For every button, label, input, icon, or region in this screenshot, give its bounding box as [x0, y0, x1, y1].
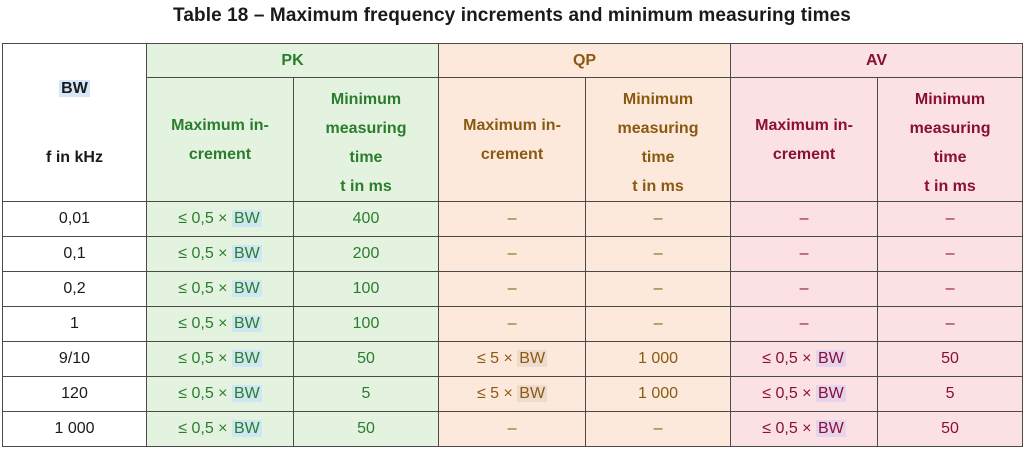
qp-increment-cell: ≤ 5 × BW — [438, 376, 587, 412]
bw-token: BW — [231, 385, 262, 402]
bw-token: BW — [231, 245, 262, 262]
frequency-cell: 1 — [2, 306, 147, 342]
av-time-cell: – — [877, 201, 1024, 237]
table-row: 0,1 ≤ 0,5 × BW 200– – – – — [2, 236, 1024, 272]
table-row: 0,2 ≤ 0,5 × BW 100– – – – — [2, 271, 1024, 307]
pk-increment-header: Maximum in-crement — [146, 77, 294, 202]
bw-token: BW — [517, 385, 548, 402]
qp-increment-cell: ≤ 5 × BW — [438, 341, 587, 377]
qp-increment-cell: – — [438, 201, 587, 237]
frequency-table: BW f in kHz PK QP AV Maximum in-crement … — [2, 43, 1024, 447]
pk-time-cell: 200 — [292, 236, 440, 272]
frequency-cell: 0,2 — [2, 271, 147, 307]
qp-time-cell: – — [585, 306, 732, 342]
frequency-cell: 9/10 — [2, 341, 147, 377]
qp-time-cell: – — [585, 236, 732, 272]
frequency-cell: 120 — [2, 376, 147, 412]
av-increment-label: Maximum in-crement — [755, 116, 853, 163]
av-time-cell: 50 — [877, 411, 1024, 447]
av-increment-header: Maximum in-crement — [730, 77, 879, 202]
av-time-cell: – — [877, 236, 1024, 272]
av-time-label: Minimum measuring time — [909, 90, 991, 166]
frequency-cell: 1 000 — [2, 411, 147, 447]
qp-time-label: Minimum measuring time — [617, 90, 699, 166]
av-increment-cell: – — [730, 306, 879, 342]
pk-increment-cell: ≤ 0,5 × BW — [146, 306, 294, 342]
qp-time-cell: 1 000 — [585, 376, 732, 412]
bw-token: BW — [231, 350, 262, 367]
av-time-cell: 50 — [877, 341, 1024, 377]
av-increment-cell: – — [730, 271, 879, 307]
bw-token: BW — [815, 350, 846, 367]
pk-increment-cell: ≤ 0,5 × BW — [146, 411, 294, 447]
table-body: 0,01 ≤ 0,5 × BW 400– – – –0,1 ≤ 0,5 × BW 200– – –… — [2, 201, 1024, 447]
frequency-cell: 0,01 — [2, 201, 147, 237]
pk-time-cell: 100 — [292, 271, 440, 307]
qp-time-cell: – — [585, 201, 732, 237]
pk-group-header: PK — [145, 43, 440, 78]
qp-increment-header: Maximum in-crement — [438, 77, 587, 202]
pk-time-cell: 50 — [292, 411, 440, 447]
pk-increment-cell: ≤ 0,5 × BW — [146, 201, 294, 237]
bw-token: BW — [815, 385, 846, 402]
bw-token: BW — [231, 280, 262, 297]
qp-time-cell: 1 000 — [585, 341, 732, 377]
av-group-header: AV — [730, 43, 1024, 78]
qp-increment-cell: – — [438, 306, 587, 342]
pk-time-label: Minimum measuring time — [325, 90, 407, 166]
av-time-header: Minimum measuring time t in ms — [877, 77, 1024, 202]
av-increment-cell: ≤ 0,5 × BW — [730, 411, 879, 447]
bw-token: BW — [231, 315, 262, 332]
table-row: 1 ≤ 0,5 × BW 100– – – – — [2, 306, 1024, 342]
pk-time-cell: 5 — [292, 376, 440, 412]
pk-time-cell: 400 — [292, 201, 440, 237]
bw-token: BW — [815, 420, 846, 437]
qp-increment-cell: – — [438, 236, 587, 272]
table-row: 1 000 ≤ 0,5 × BW 50– – ≤ 0,5 × BW 50 — [2, 411, 1024, 447]
av-time-cell: – — [877, 306, 1024, 342]
pk-increment-cell: ≤ 0,5 × BW — [146, 271, 294, 307]
qp-increment-cell: – — [438, 271, 587, 307]
table-row: 120 ≤ 0,5 × BW 5 ≤ 5 × BW 1 000 ≤ 0,5 × BW 5 — [2, 376, 1024, 412]
av-time-unit: t in ms — [924, 177, 976, 195]
pk-time-unit: t in ms — [340, 177, 392, 195]
bw-header: BW f in kHz — [2, 43, 147, 202]
pk-time-cell: 50 — [292, 341, 440, 377]
av-increment-cell: ≤ 0,5 × BW — [730, 376, 879, 412]
bw-token: BW — [231, 210, 262, 227]
bw-token: BW — [231, 420, 262, 437]
qp-time-header: Minimum measuring time t in ms — [585, 77, 732, 202]
pk-time-header: Minimum measuring time t in ms — [292, 77, 440, 202]
bw-unit-label: f in kHz — [46, 148, 103, 166]
qp-time-cell: – — [585, 271, 732, 307]
qp-time-unit: t in ms — [632, 177, 684, 195]
pk-time-cell: 100 — [292, 306, 440, 342]
qp-group-header: QP — [438, 43, 732, 78]
pk-increment-label: Maximum in-crement — [171, 116, 269, 163]
table-row: 0,01 ≤ 0,5 × BW 400– – – – — [2, 201, 1024, 237]
frequency-cell: 0,1 — [2, 236, 147, 272]
bw-token: BW — [517, 350, 548, 367]
pk-increment-cell: ≤ 0,5 × BW — [146, 376, 294, 412]
qp-increment-label: Maximum in-crement — [463, 116, 561, 163]
av-increment-cell: – — [730, 201, 879, 237]
table-title: Table 18 – Maximum frequency increments … — [173, 5, 851, 26]
bw-label: BW — [59, 79, 90, 97]
pk-increment-cell: ≤ 0,5 × BW — [146, 236, 294, 272]
table-row: 9/10 ≤ 0,5 × BW 50 ≤ 5 × BW 1 000 ≤ 0,5 × BW 5… — [2, 341, 1024, 377]
av-increment-cell: – — [730, 236, 879, 272]
av-time-cell: 5 — [877, 376, 1024, 412]
av-time-cell: – — [877, 271, 1024, 307]
pk-increment-cell: ≤ 0,5 × BW — [146, 341, 294, 377]
qp-increment-cell: – — [438, 411, 587, 447]
av-increment-cell: ≤ 0,5 × BW — [730, 341, 879, 377]
qp-time-cell: – — [585, 411, 732, 447]
